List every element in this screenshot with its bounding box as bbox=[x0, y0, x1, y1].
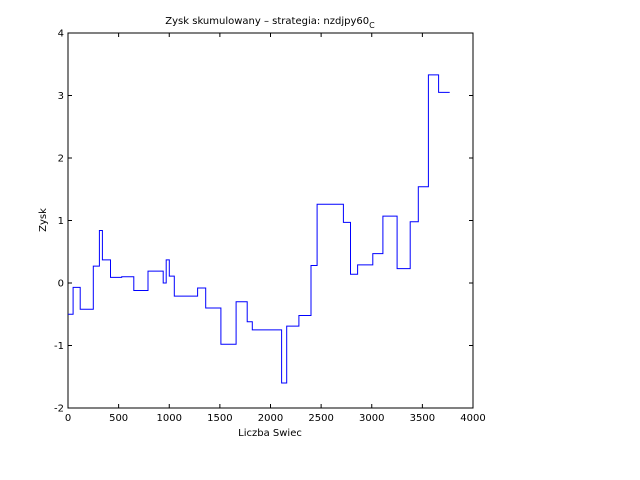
y-tick-label: 1 bbox=[58, 216, 64, 227]
x-tick-label: 1000 bbox=[157, 413, 182, 424]
plot-area bbox=[67, 32, 474, 409]
y-tick-label: 3 bbox=[58, 91, 64, 102]
x-tick-label: 4000 bbox=[460, 413, 485, 424]
series-line-0 bbox=[68, 74, 450, 384]
x-tick-label: 2000 bbox=[258, 413, 283, 424]
y-tick-label: -2 bbox=[54, 404, 64, 415]
series-group bbox=[68, 74, 450, 384]
x-tick-label: 2500 bbox=[308, 413, 333, 424]
x-axis-label: Liczba Swiec bbox=[238, 428, 302, 439]
y-tick-label: -1 bbox=[54, 341, 64, 352]
chart-title: Zysk skumulowany – strategia: nzdjpy60C bbox=[165, 16, 375, 30]
x-tick-label: 3000 bbox=[359, 413, 384, 424]
y-tick-label: 4 bbox=[58, 29, 64, 40]
chart-title-main: Zysk skumulowany – strategia: nzdjpy60 bbox=[165, 16, 369, 27]
y-axis-label: Zysk bbox=[38, 208, 49, 232]
x-tick-label: 1500 bbox=[207, 413, 232, 424]
x-tick-label: 3500 bbox=[410, 413, 435, 424]
axis-ticks: 0 500 1000 1500 2000 2500 3000 3500 4000 -2 -1 0 1 2 3… bbox=[54, 29, 486, 425]
x-tick-label: 500 bbox=[109, 413, 128, 424]
chart-title-subscript: C bbox=[369, 21, 375, 30]
y-tick-label: 0 bbox=[58, 279, 64, 290]
y-tick-label: 2 bbox=[58, 154, 64, 165]
x-tick-label: 0 bbox=[65, 413, 71, 424]
